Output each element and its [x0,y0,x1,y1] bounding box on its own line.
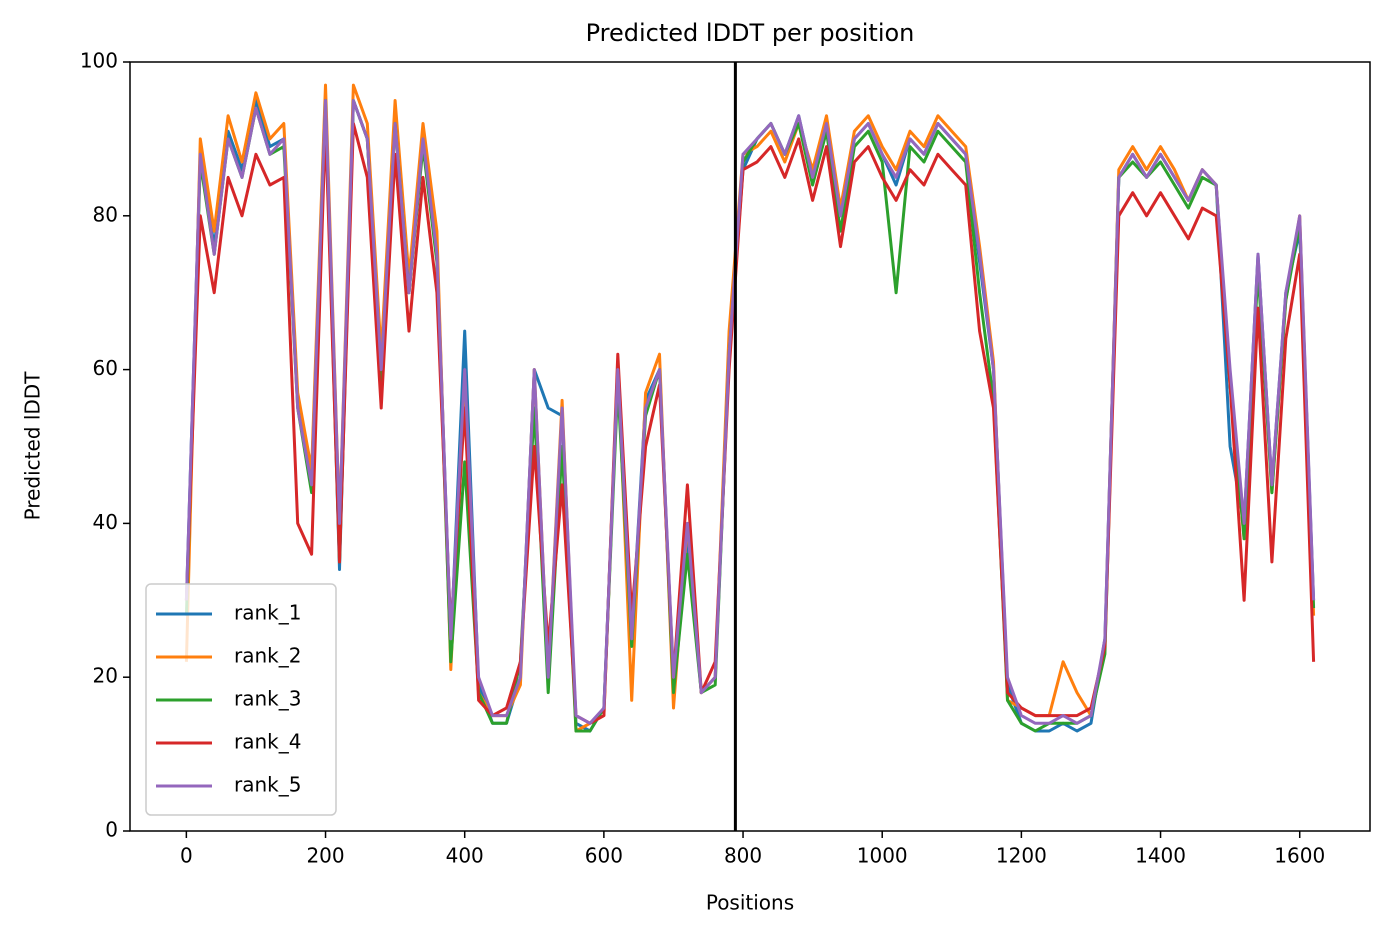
plot-frame [129,61,1371,832]
series-line [184,99,1316,733]
x-tick-label: 1200 [996,844,1047,868]
x-tick-label: 0 [180,844,193,868]
series-line [184,99,1316,725]
x-tick-label: 1400 [1135,844,1186,868]
series-line [184,83,1316,733]
y-tick-label: 60 [93,356,118,380]
y-tick-label: 80 [93,202,118,226]
y-tick-label: 0 [105,818,118,842]
x-tick-label: 600 [585,844,623,868]
x-tick-label: 200 [306,844,344,868]
x-axis-label: Positions [706,891,794,915]
y-tick-label: 40 [93,510,118,534]
chart-title: Predicted lDDT per position [586,19,915,47]
series-line [184,99,1316,733]
series-line [184,122,1316,725]
x-tick-label: 400 [446,844,484,868]
legend-label: rank_2 [234,644,301,668]
legend-label: rank_1 [234,601,301,625]
y-tick-label: 20 [93,664,118,688]
x-tick-label: 800 [724,844,762,868]
x-tick-label: 1000 [857,844,908,868]
legend-label: rank_5 [234,773,301,797]
x-tick-label: 1600 [1274,844,1325,868]
legend-box [145,583,337,816]
legend-label: rank_3 [234,687,301,711]
legend-label: rank_4 [234,730,301,754]
y-tick-label: 100 [80,49,118,73]
y-axis-label: Predicted lDDT [21,371,45,521]
